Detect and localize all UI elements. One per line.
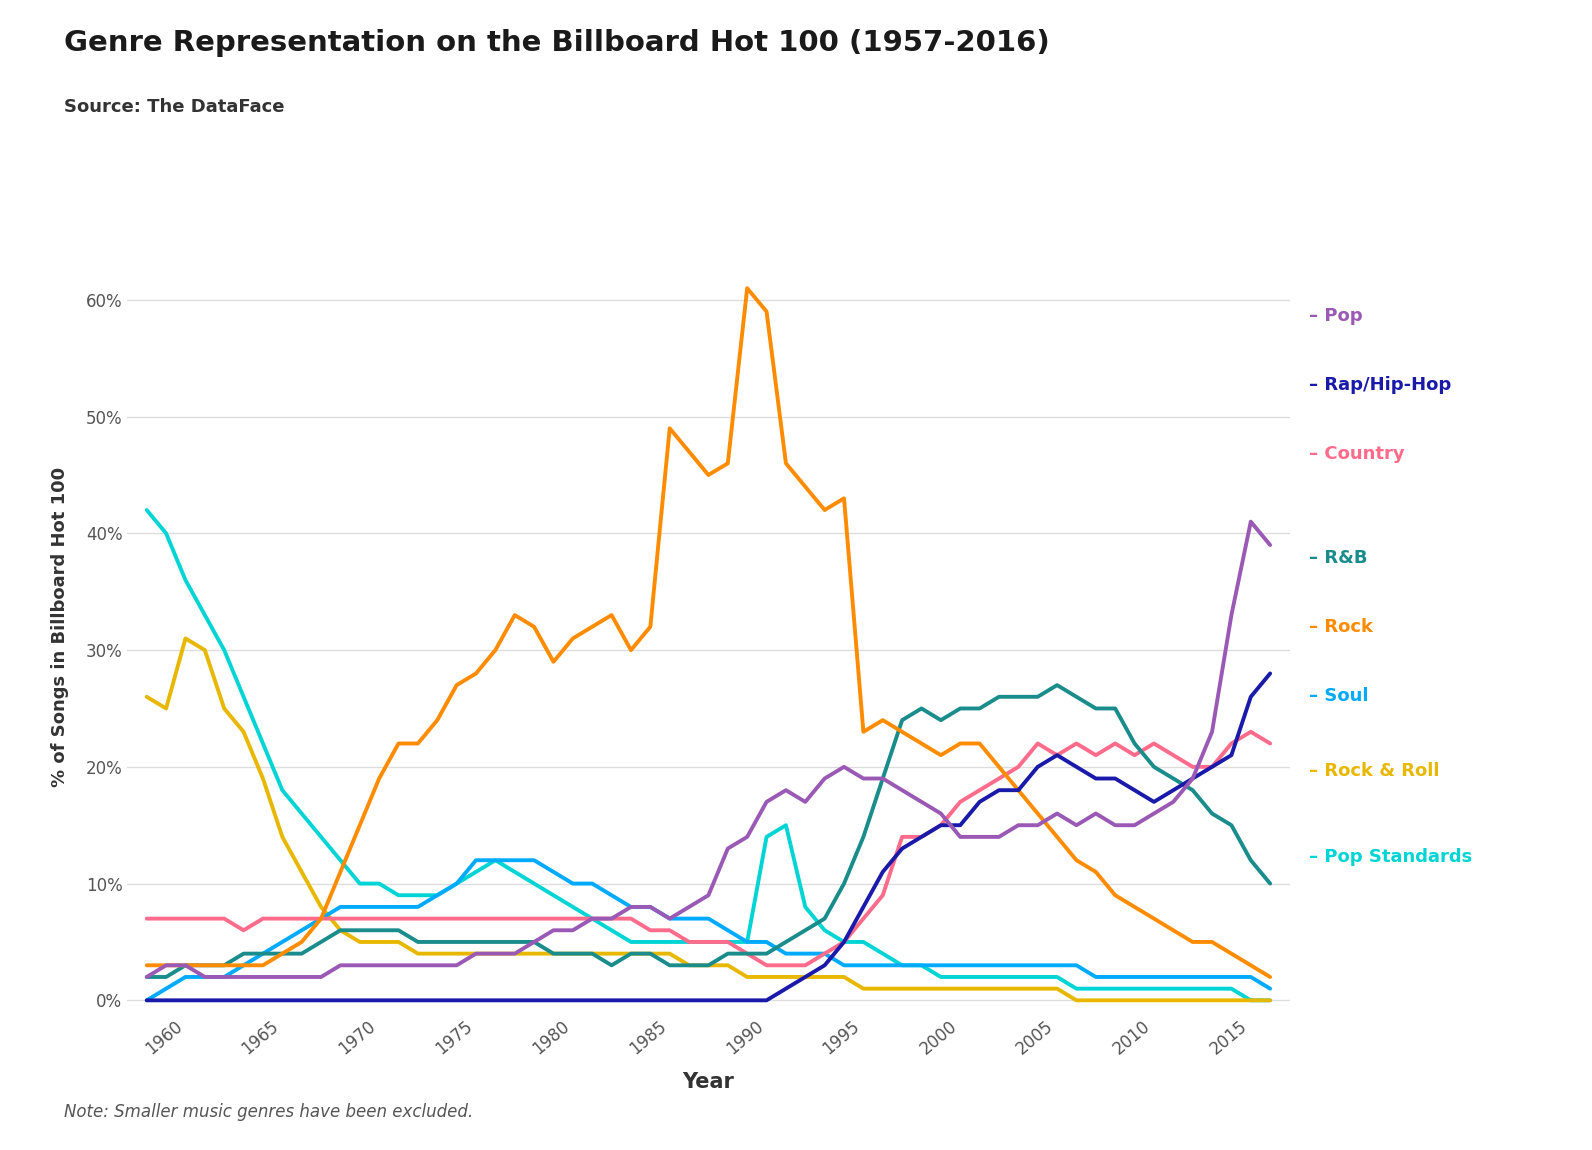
Text: Source: The DataFace: Source: The DataFace	[64, 98, 285, 116]
Text: – Pop Standards: – Pop Standards	[1309, 848, 1473, 866]
X-axis label: Year: Year	[683, 1072, 734, 1091]
Y-axis label: % of Songs in Billboard Hot 100: % of Songs in Billboard Hot 100	[51, 467, 68, 787]
Text: Genre Representation on the Billboard Hot 100 (1957-2016): Genre Representation on the Billboard Ho…	[64, 29, 1049, 56]
Text: – R&B: – R&B	[1309, 549, 1368, 567]
Text: – Country: – Country	[1309, 445, 1404, 463]
Text: – Soul: – Soul	[1309, 687, 1368, 705]
Text: – Rock & Roll: – Rock & Roll	[1309, 761, 1439, 780]
Text: – Rock: – Rock	[1309, 618, 1372, 636]
Text: – Rap/Hip-Hop: – Rap/Hip-Hop	[1309, 376, 1450, 394]
Text: – Pop: – Pop	[1309, 307, 1363, 325]
Text: Note: Smaller music genres have been excluded.: Note: Smaller music genres have been exc…	[64, 1103, 473, 1121]
